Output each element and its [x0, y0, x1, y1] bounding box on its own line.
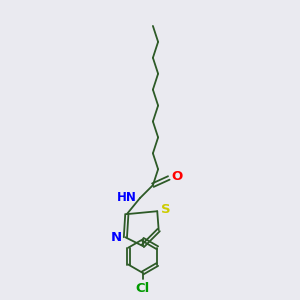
Text: N: N [111, 231, 122, 244]
Text: O: O [172, 170, 183, 183]
Text: HN: HN [116, 191, 136, 204]
Text: S: S [161, 203, 170, 216]
Text: Cl: Cl [136, 282, 150, 295]
